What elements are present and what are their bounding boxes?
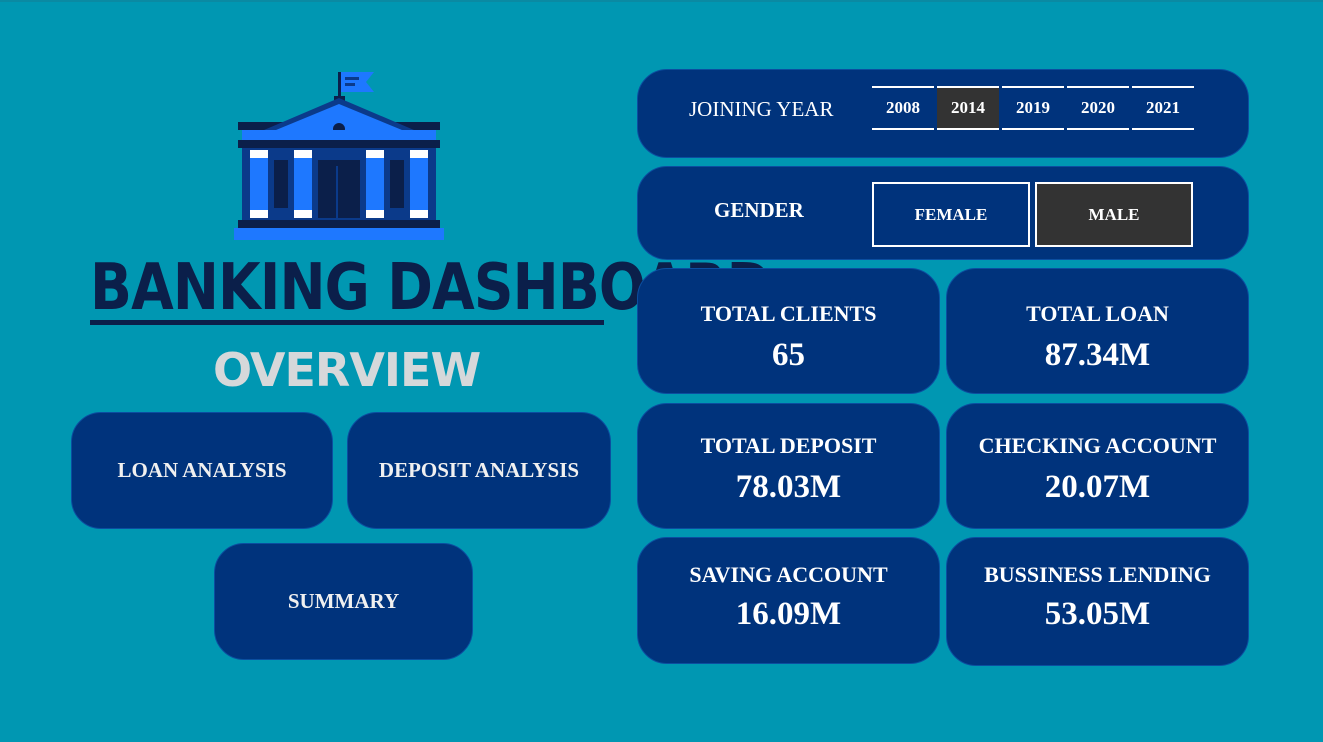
deposit-analysis-button[interactable]: DEPOSIT ANALYSIS [347,412,611,529]
gender-option-female[interactable]: FEMALE [872,182,1030,247]
year-option-2021[interactable]: 2021 [1132,86,1194,130]
kpi-value: 65 [772,337,805,373]
title-underline [90,320,604,325]
kpi-value: 87.34M [1044,337,1151,373]
year-option-2019[interactable]: 2019 [1002,86,1064,130]
kpi-card-total-loan: TOTAL LOAN 87.34M [946,268,1249,394]
loan-analysis-button[interactable]: LOAN ANALYSIS [71,412,333,529]
kpi-label: TOTAL LOAN [1026,301,1169,326]
kpi-value: 78.03M [735,469,842,505]
summary-label: SUMMARY [287,589,400,613]
loan-analysis-label: LOAN ANALYSIS [117,458,287,482]
kpi-card-total-clients: TOTAL CLIENTS 65 [637,268,940,394]
dashboard-subtitle: OVERVIEW [213,343,481,397]
year-option-2020[interactable]: 2020 [1067,86,1129,130]
kpi-value: 53.05M [1044,596,1151,632]
gender-option-male[interactable]: MALE [1035,182,1193,247]
kpi-card-checking-account: CHECKING ACCOUNT 20.07M [946,403,1249,529]
kpi-label: BUSSINESS LENDING [984,562,1211,587]
kpi-card-saving-account: SAVING ACCOUNT 16.09M [637,537,940,664]
summary-button[interactable]: SUMMARY [214,543,473,660]
kpi-label: TOTAL DEPOSIT [700,433,877,458]
kpi-card-business-lending: BUSSINESS LENDING 53.05M [946,537,1249,666]
kpi-label: CHECKING ACCOUNT [978,433,1217,458]
gender-label: GENDER [714,198,804,222]
kpi-value: 16.09M [735,596,842,632]
bank-building-icon [234,72,444,240]
year-option-2008[interactable]: 2008 [872,86,934,130]
kpi-card-total-deposit: TOTAL DEPOSIT 78.03M [637,403,940,529]
dashboard-title: BANKING DASHBOARD [90,251,772,325]
top-border [0,0,1323,2]
kpi-label: SAVING ACCOUNT [689,562,888,587]
kpi-label: TOTAL CLIENTS [700,301,877,326]
joining-year-label: JOINING YEAR [689,97,834,121]
kpi-value: 20.07M [1044,469,1151,505]
deposit-analysis-label: DEPOSIT ANALYSIS [378,458,580,482]
year-option-2014[interactable]: 2014 [937,86,999,130]
